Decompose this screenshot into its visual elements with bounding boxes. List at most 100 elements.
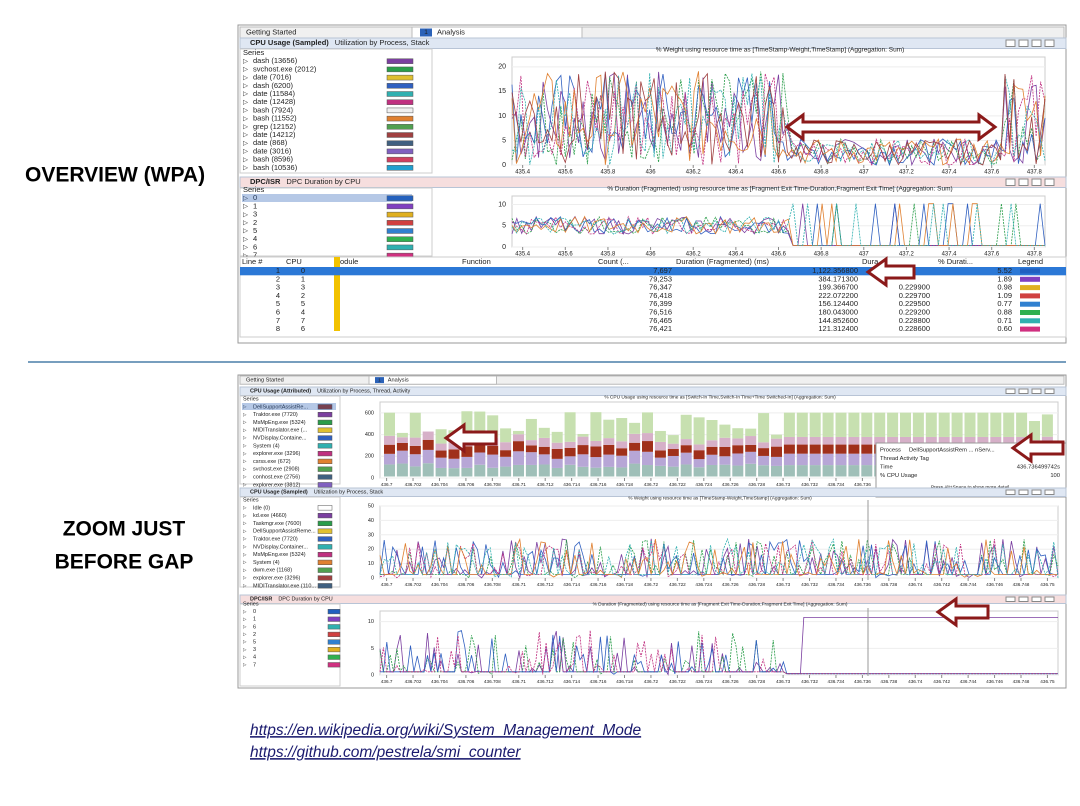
x-tick-label: 436.716 [590, 482, 607, 487]
bar-decoration [474, 441, 486, 453]
bar-decoration [745, 436, 757, 446]
bar-decoration [706, 446, 718, 455]
x-tick-label: 437.6 [984, 252, 1000, 258]
series-arrow: ▷ [243, 505, 247, 510]
bar-decoration [629, 422, 641, 434]
series-arrow: ▷ [243, 427, 247, 432]
bar-decoration [848, 436, 860, 445]
x-tick-label: 436.73 [776, 482, 791, 487]
bar-decoration [564, 447, 576, 457]
bar-decoration [513, 451, 524, 465]
series-name: DellSupportAssistRe... [253, 404, 308, 410]
tab-number: 1 [424, 29, 428, 36]
bar-decoration [783, 465, 795, 477]
window-button [1044, 178, 1055, 186]
series-swatch [386, 236, 414, 242]
bar-decoration [796, 465, 808, 477]
series-arrow: ▷ [243, 560, 247, 565]
x-tick-label: 436.72 [644, 582, 659, 587]
bar-decoration [422, 449, 434, 464]
section-label: OVERVIEW (WPA) [25, 164, 205, 187]
x-tick-label: 436.712 [537, 582, 554, 587]
x-tick-label: 436.716 [590, 582, 607, 587]
bar-decoration [422, 463, 434, 477]
series-name: 6 [253, 242, 257, 251]
series-arrow: ▷ [243, 654, 247, 659]
bar-decoration [732, 428, 744, 439]
bar-decoration [822, 465, 834, 477]
link: https://en.wikipedia.org/wiki/System_Man… [250, 722, 642, 739]
bar-decoration [809, 465, 821, 477]
x-tick-label: 436.72 [644, 482, 659, 487]
x-tick-label: 437.4 [942, 170, 958, 176]
bar-decoration [680, 464, 692, 477]
bar-decoration [409, 466, 421, 477]
bar-decoration [1003, 412, 1015, 437]
x-tick-label: 437 [859, 252, 869, 258]
bar-decoration [1041, 414, 1053, 437]
plot-area [379, 505, 1059, 579]
series-arrow: ▷ [243, 435, 247, 440]
window-button [1018, 489, 1029, 495]
y-tick-label: 0 [502, 244, 506, 251]
series-arrow: ▷ [243, 244, 249, 251]
cell: 1 [301, 274, 305, 283]
y-tick-label: 20 [498, 64, 506, 71]
bar-decoration [667, 449, 679, 456]
bar-decoration [616, 455, 628, 468]
y-tick-label: 0 [371, 672, 374, 678]
series-swatch [386, 66, 414, 73]
x-tick-label: 436.714 [563, 679, 580, 684]
bar-decoration [654, 457, 666, 466]
series-swatch [386, 99, 414, 105]
series-arrow: ▷ [243, 124, 249, 131]
series-name: 5 [253, 639, 256, 645]
bar-decoration [783, 453, 795, 466]
y-tick-label: 15 [498, 88, 506, 95]
x-tick-label: 436.718 [616, 582, 633, 587]
bar-decoration [642, 451, 653, 466]
series-name: Traktor.exe (7720) [253, 536, 298, 542]
bar-decoration [809, 444, 821, 454]
window-button [1005, 178, 1016, 186]
x-tick-label: 436.722 [669, 482, 686, 487]
x-tick-label: 436.722 [669, 582, 686, 587]
content: OVERVIEW (WPA) ZOOM JUST BEFORE GAP https:/… [25, 24, 1067, 761]
series-swatch [327, 639, 341, 645]
arrow [1010, 432, 1065, 464]
series-swatch [317, 419, 333, 425]
series-arrow: ▷ [243, 252, 249, 259]
bar-decoration [590, 412, 602, 441]
bar-decoration [654, 450, 666, 458]
series-arrow: ▷ [243, 474, 247, 479]
series-swatch [317, 427, 333, 433]
panel-header [239, 594, 1067, 604]
bar-decoration [642, 433, 653, 442]
x-tick-label: 436 [646, 252, 657, 258]
cell: 0.228600 [899, 324, 930, 333]
series-name: bash (11552) [253, 114, 297, 123]
bar-decoration [771, 446, 782, 457]
series-name: date (11584) [253, 89, 295, 98]
x-tick-label: 436.2 [686, 170, 701, 176]
series-name: Traktor.exe (7720) [253, 412, 298, 418]
series-swatch [317, 474, 333, 480]
trace-decoration [511, 215, 1045, 246]
trace-decoration [511, 203, 1045, 246]
bar-decoration [758, 442, 770, 449]
series-name: conhost.exe (2756) [253, 474, 300, 480]
bar-decoration [500, 428, 512, 443]
x-tick-label: 435.6 [558, 252, 574, 258]
y-tick-label: 5 [371, 646, 374, 652]
series-swatch [386, 148, 414, 155]
bar-decoration [822, 436, 834, 445]
selected-series [242, 403, 336, 410]
bar-decoration [822, 412, 834, 437]
tab-number-box [375, 377, 384, 384]
series-header: Series [243, 601, 259, 607]
series-name: MIDITranslator.exe (110... [253, 583, 316, 589]
series-swatch [327, 631, 341, 637]
x-tick-label: 436.736 [854, 679, 871, 684]
series-name: 2 [253, 632, 256, 638]
